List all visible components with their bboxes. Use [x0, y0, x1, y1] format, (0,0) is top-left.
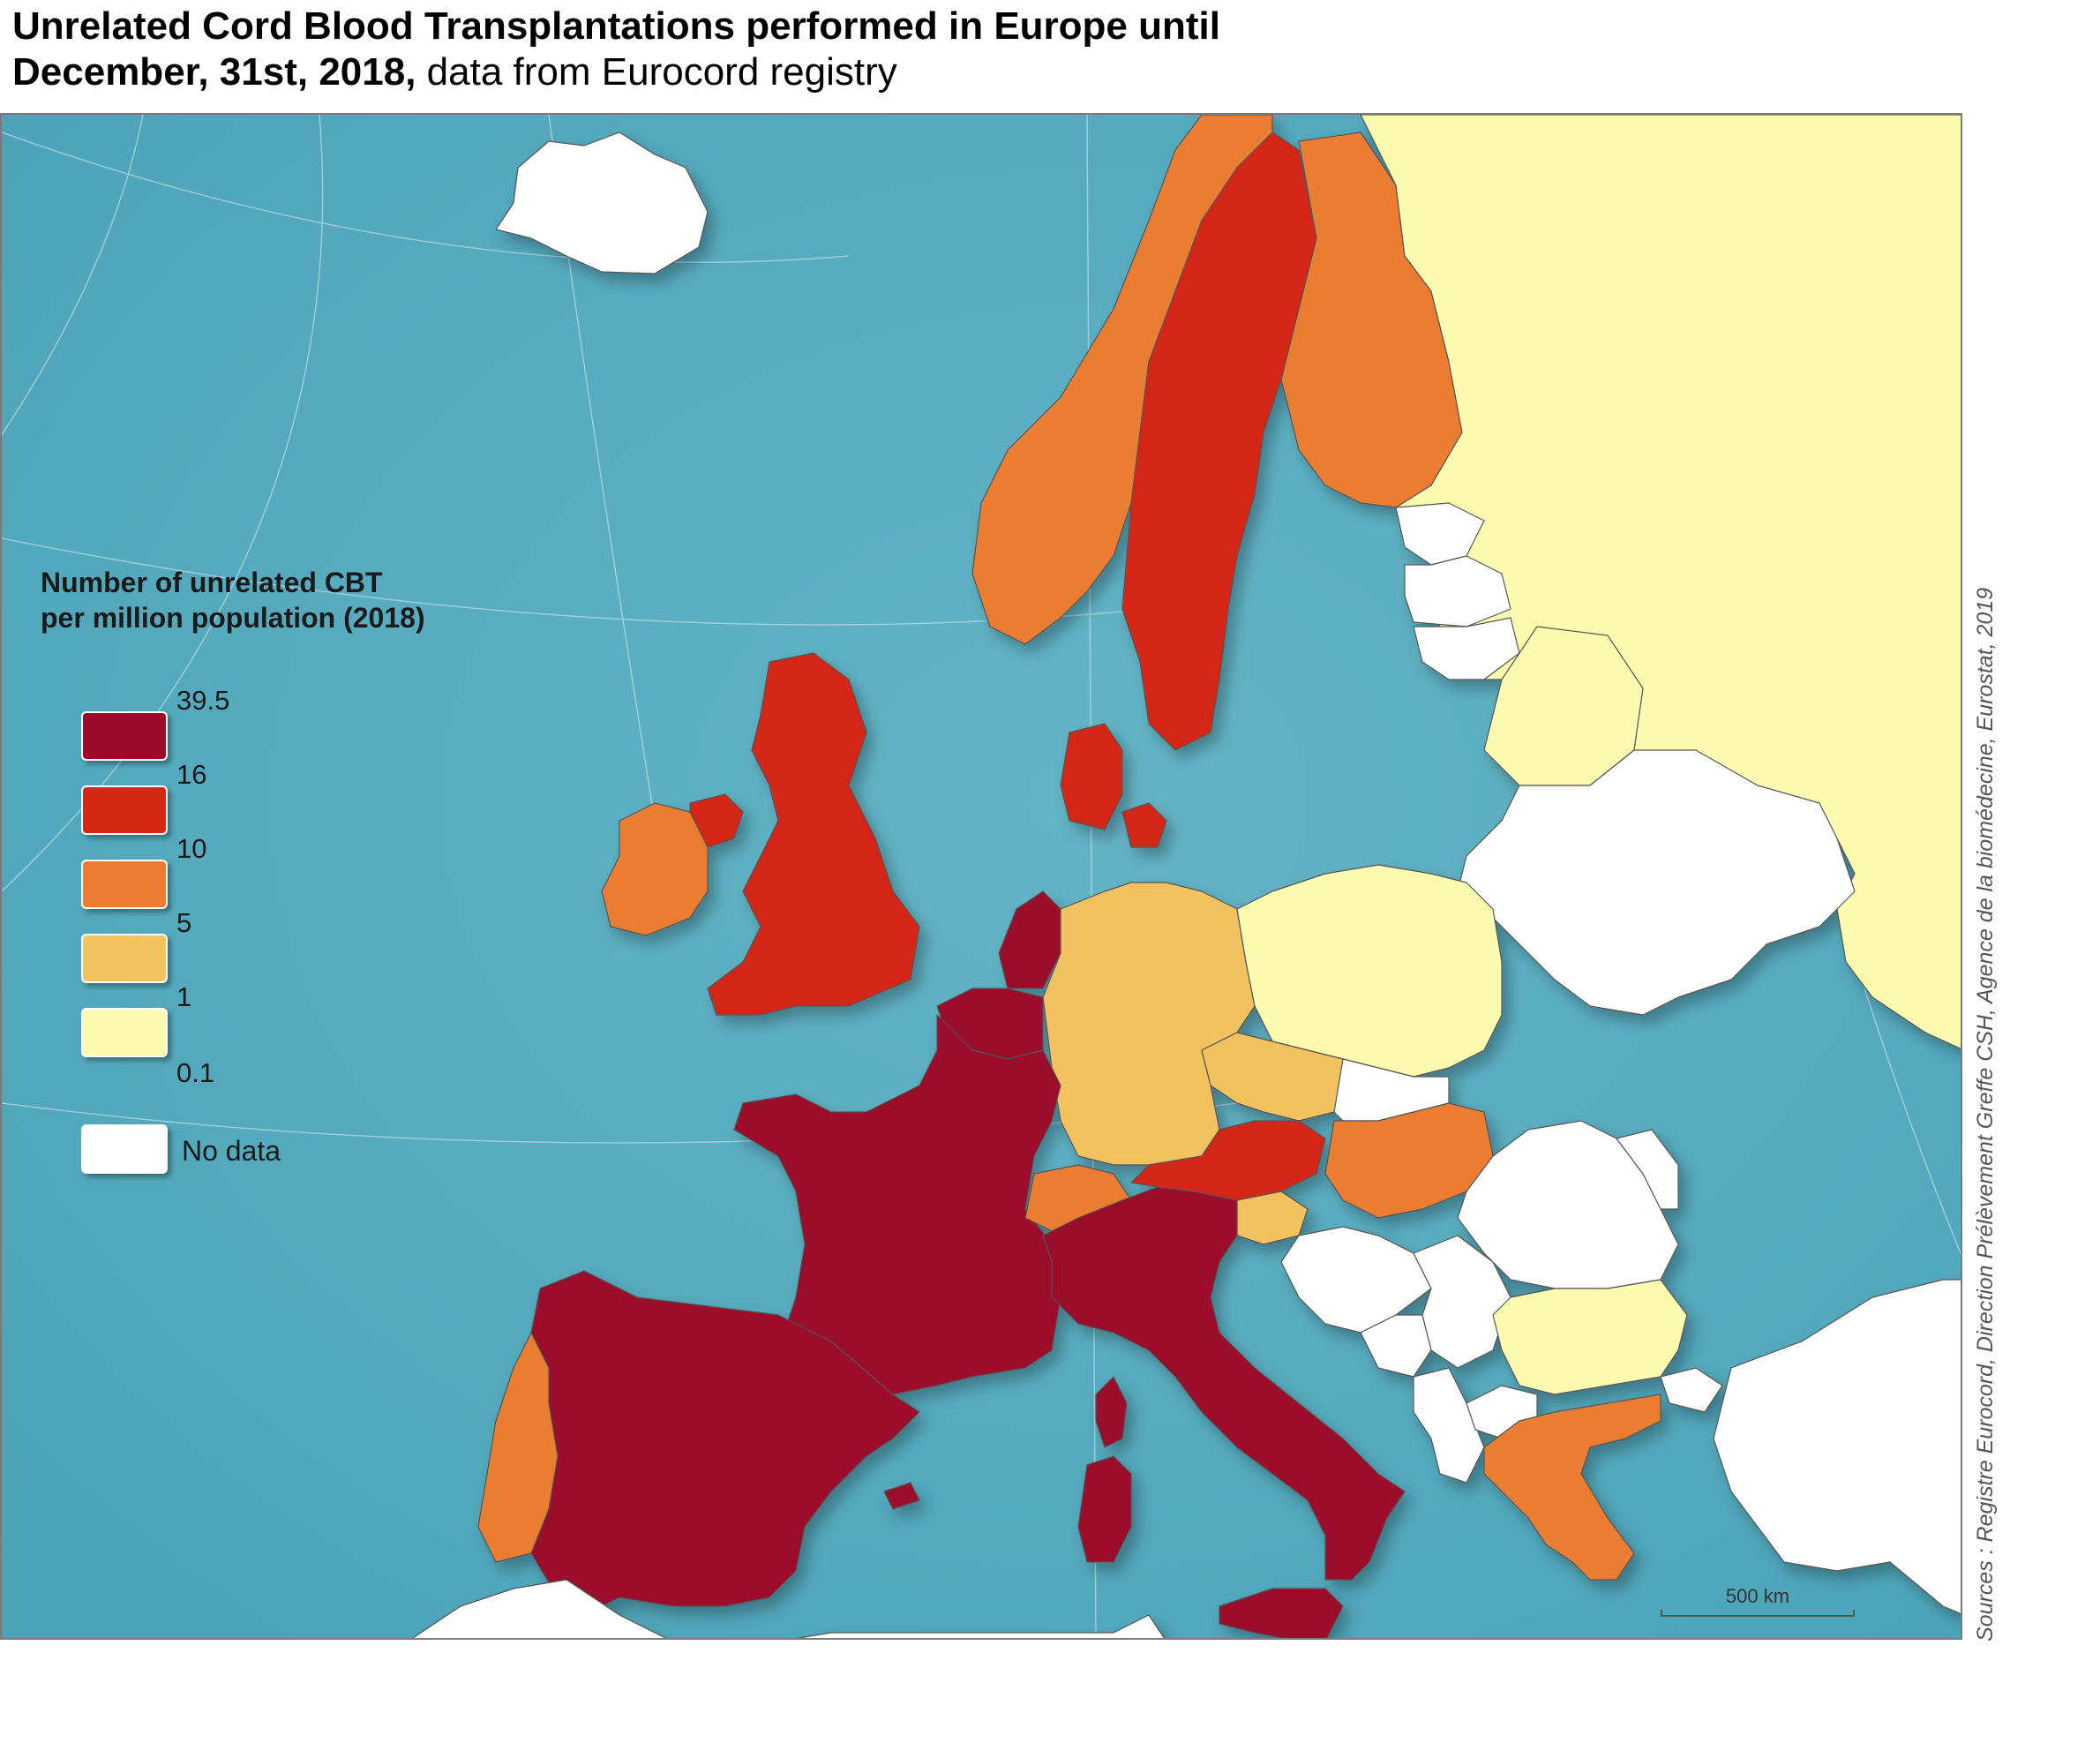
- legend-swatch-16: [81, 785, 168, 835]
- legend-swatch-no-data: [81, 1124, 168, 1174]
- scale-bar: 500 km: [1661, 1585, 1855, 1620]
- turkey-europe: [1660, 1367, 1723, 1413]
- europe-map: [0, 113, 1962, 1640]
- legend: Number of unrelated CBT per million popu…: [41, 565, 535, 635]
- balearic-islands: [883, 1482, 920, 1510]
- scale-bar-label: 500 km: [1725, 1585, 1790, 1607]
- sweden: [1121, 131, 1317, 751]
- denmark-island: [1121, 802, 1167, 848]
- portugal: [477, 1332, 559, 1563]
- legend-swatch-39-5: [81, 711, 168, 761]
- latvia: [1404, 555, 1511, 627]
- legend-title-line-2: per million population (2018): [41, 602, 425, 634]
- iceland: [495, 131, 709, 274]
- sardinia: [1077, 1455, 1132, 1563]
- turkey: [1713, 1279, 1961, 1614]
- moldova: [1616, 1129, 1679, 1210]
- bulgaria: [1492, 1279, 1688, 1395]
- legend-swatch-5: [81, 934, 168, 983]
- legend-break-1: 1: [176, 981, 192, 1012]
- denmark: [1060, 723, 1123, 830]
- title-source: data from Eurocord registry: [416, 50, 897, 94]
- serbia: [1413, 1235, 1511, 1369]
- montenegro-albania: [1413, 1367, 1485, 1484]
- legend-break-0-1: 0.1: [176, 1057, 215, 1088]
- map-title: Unrelated Cord Blood Transplantations pe…: [12, 4, 1601, 95]
- italy: [1042, 1186, 1406, 1581]
- netherlands: [998, 890, 1061, 989]
- legend-swatch-10: [81, 860, 168, 909]
- corsica: [1095, 1376, 1128, 1448]
- lithuania: [1413, 617, 1520, 680]
- legend-no-data-label: No data: [182, 1135, 281, 1167]
- legend-break-10: 10: [176, 833, 207, 864]
- title-line-1: Unrelated Cord Blood Transplantations pe…: [12, 4, 1220, 48]
- bosnia: [1360, 1314, 1432, 1378]
- legend-swatch-1: [81, 1008, 168, 1057]
- united-kingdom: [707, 652, 920, 1016]
- title-date: December, 31st, 2018,: [12, 50, 416, 94]
- legend-title-line-1: Number of unrelated CBT: [41, 567, 383, 598]
- legend-break-16: 16: [176, 759, 207, 790]
- legend-break-5: 5: [176, 907, 192, 938]
- scale-bar-line: [1661, 1610, 1855, 1617]
- legend-break-39-5: 39.5: [176, 685, 230, 716]
- source-note: Sources : Registre Eurocord, Direction P…: [1973, 587, 1998, 1642]
- greece: [1483, 1394, 1661, 1581]
- sicily: [1219, 1588, 1344, 1638]
- ireland: [601, 802, 709, 936]
- north-africa: [411, 1579, 1166, 1638]
